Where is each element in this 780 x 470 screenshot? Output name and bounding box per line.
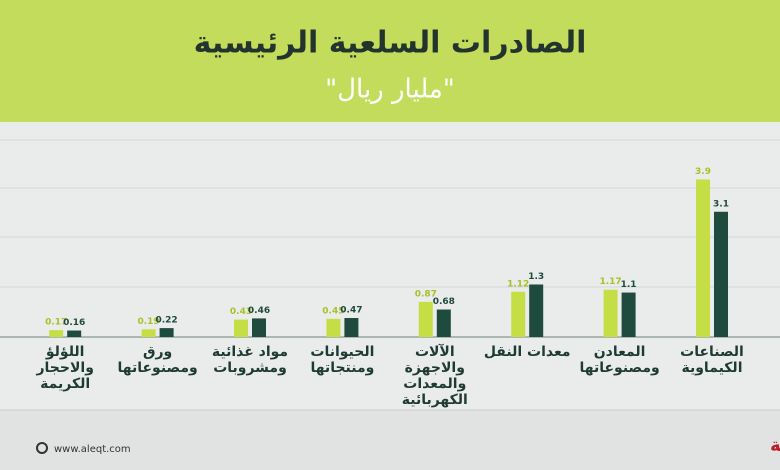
grid — [0, 139, 780, 288]
bar — [234, 319, 248, 337]
value-label: 0.19 — [137, 317, 159, 327]
header-band — [0, 0, 780, 122]
bar — [326, 318, 341, 337]
bar — [159, 328, 174, 337]
x-tick-label: المعادن ومصنوعاتها — [579, 344, 660, 376]
value-label: 0.22 — [155, 316, 177, 326]
value-label: 0.16 — [63, 318, 85, 328]
value-label: 1.1 — [621, 280, 637, 290]
value-label: 1.17 — [599, 277, 621, 287]
value-label: 0.17 — [45, 318, 67, 328]
value-label: 0.87 — [415, 289, 437, 299]
bar — [141, 329, 156, 337]
value-label: 1.3 — [528, 272, 544, 282]
footer-website: www.aleqt.com — [54, 444, 131, 455]
web-icon — [36, 442, 48, 454]
x-tick-label: اللؤلؤ والاحجار الكريمة — [36, 344, 94, 392]
value-label: 0.46 — [248, 306, 270, 316]
bar — [621, 292, 636, 337]
value-label: 0.45 — [322, 306, 344, 316]
footer-logo: الاقتصادية — [770, 435, 780, 456]
value-label: 0.43 — [230, 307, 252, 317]
x-tick-label: الآلات والاجهزة والمعدات الكهربائية — [401, 344, 468, 408]
bar — [714, 211, 728, 337]
value-label: 0.68 — [433, 297, 455, 307]
footer-band — [0, 410, 780, 470]
value-label: 1.12 — [507, 279, 529, 289]
bar — [529, 284, 544, 337]
x-tick-label: مواد غذائية ومشروبات — [211, 344, 289, 376]
value-label: 3.9 — [695, 167, 711, 177]
x-tick-label: ورق ومصنوعاتها — [117, 344, 198, 376]
x-tick-label: الحيوانات ومنتجاتها — [310, 344, 375, 376]
bar — [252, 318, 266, 337]
bar — [436, 309, 451, 337]
chart-title: الصادرات السلعية الرئيسية — [194, 26, 587, 61]
bar — [67, 330, 82, 337]
chart-subtitle: "مليار ريال" — [325, 75, 455, 105]
bar — [511, 291, 526, 337]
value-label: 3.1 — [713, 199, 729, 209]
bar — [344, 318, 359, 337]
bar — [696, 179, 710, 337]
bar — [418, 301, 433, 337]
x-tick-label: الصناعات الكيماوية — [680, 344, 744, 376]
bar — [603, 289, 618, 337]
bar — [49, 330, 64, 337]
value-label: 0.47 — [340, 306, 362, 316]
x-tick-label: معدات النقل — [483, 344, 571, 360]
